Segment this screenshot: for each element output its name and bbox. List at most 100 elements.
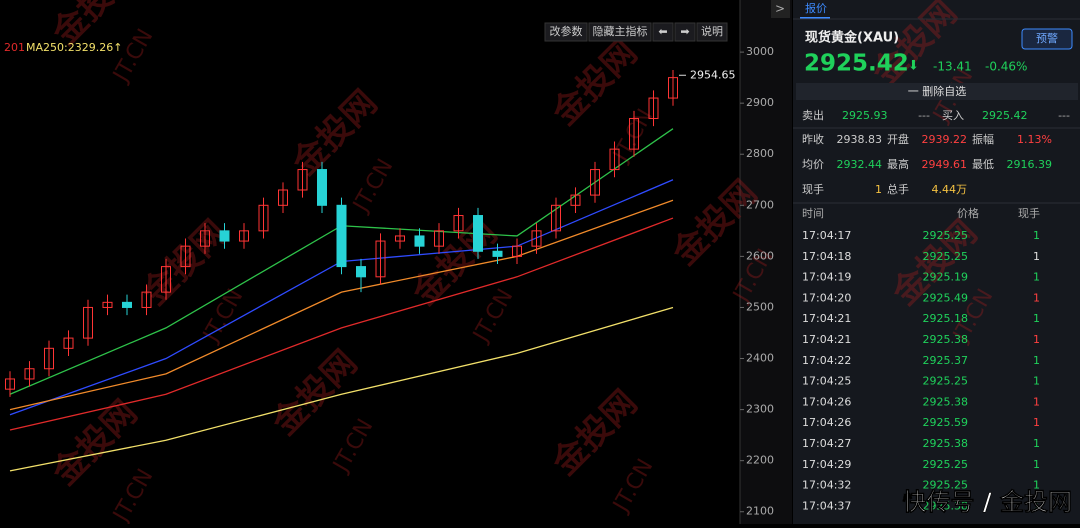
trade-time: 17:04:27 xyxy=(802,437,851,450)
remove-button[interactable] xyxy=(796,83,1078,100)
toolbar-button[interactable] xyxy=(544,22,588,42)
trade-time: 17:04:29 xyxy=(802,458,851,471)
stat-value: 1.13% xyxy=(1017,133,1052,146)
toolbar-label: 改参数 xyxy=(550,24,583,38)
candle-body xyxy=(512,245,522,257)
stat-label: 振幅 xyxy=(972,132,994,146)
trade-price: 2925.25 xyxy=(923,229,969,242)
stat-value: 2932.44 xyxy=(837,158,883,171)
y-tick-label: 2900 xyxy=(746,96,774,109)
trade-time: 17:04:22 xyxy=(802,354,851,367)
trade-qty: 1 xyxy=(1033,437,1040,450)
toolbar-label: 说明 xyxy=(701,24,723,38)
toolbar-button[interactable] xyxy=(696,22,728,42)
candle-body xyxy=(83,306,93,339)
collapse-button[interactable] xyxy=(771,0,790,18)
trade-price: 2925.37 xyxy=(923,354,969,367)
trade-qty: 1 xyxy=(1033,458,1040,471)
bidask-size: --- xyxy=(1058,109,1070,122)
trade-time: 17:04:18 xyxy=(802,250,851,263)
candle-body xyxy=(219,230,230,242)
candle-body xyxy=(590,169,600,196)
bidask-price: 2925.42 xyxy=(982,109,1028,122)
stat-value: 2939.22 xyxy=(922,133,968,146)
footer-watermark: 快传号 / 金投网 xyxy=(903,488,1072,516)
trade-price: 2925.25 xyxy=(923,250,969,263)
candle-body xyxy=(492,250,503,257)
candle-body xyxy=(473,215,483,252)
trade-header: 价格 xyxy=(957,206,979,220)
trade-price: 2925.25 xyxy=(923,375,969,388)
candle-body xyxy=(551,204,561,232)
toolbar-button[interactable] xyxy=(652,22,674,42)
trade-time: 17:04:17 xyxy=(802,229,851,242)
trade-time: 17:04:21 xyxy=(802,333,851,346)
trade-qty: 1 xyxy=(1033,250,1040,263)
ma-line xyxy=(9,199,674,411)
candle-body xyxy=(161,266,171,293)
trade-price: 2925.38 xyxy=(923,395,969,408)
candle-body xyxy=(200,230,210,247)
remove-label: 一 删除自选 xyxy=(908,84,967,98)
trade-qty: 1 xyxy=(1033,333,1040,346)
trade-time: 17:04:32 xyxy=(802,479,851,492)
trade-qty: 1 xyxy=(1033,479,1040,492)
stat-label: 现手 xyxy=(802,182,824,196)
y-tick-label: 2200 xyxy=(746,454,774,467)
bidask-size: --- xyxy=(918,109,930,122)
y-tick-label: 2500 xyxy=(746,300,774,313)
candle-body xyxy=(531,230,542,247)
candle-body xyxy=(356,266,366,278)
y-tick-label: 2400 xyxy=(746,352,774,365)
stat-label: 总手 xyxy=(887,182,909,196)
trade-qty: 1 xyxy=(1033,416,1040,429)
alert-label: 预警 xyxy=(1036,31,1058,45)
ma-label: MA250:2329.26↑ xyxy=(26,41,122,54)
chart-bg xyxy=(0,0,740,524)
y-tick-label: 2100 xyxy=(746,505,774,518)
stat-value: 1 xyxy=(875,183,882,196)
bidask-price: 2925.93 xyxy=(842,109,888,122)
arrow: ⬇ xyxy=(908,59,919,74)
trade-time: 17:04:26 xyxy=(802,395,851,408)
y-tick-label: 2600 xyxy=(746,249,774,262)
last-price-label: 2954.65 xyxy=(690,68,736,81)
ma-line xyxy=(9,306,674,472)
candle-body xyxy=(434,230,444,247)
y-tick-label: 3000 xyxy=(746,45,774,58)
candle-body xyxy=(122,301,132,308)
toolbar-button[interactable] xyxy=(674,22,696,42)
candle-body xyxy=(453,215,464,232)
candle-body xyxy=(570,194,581,206)
candle-body xyxy=(317,169,327,206)
candle-body xyxy=(102,301,113,308)
toolbar-label: 隐藏主指标 xyxy=(593,24,648,38)
toolbar-button[interactable] xyxy=(588,22,652,42)
price: 2925.42 xyxy=(804,51,909,77)
candle-body xyxy=(24,368,35,380)
alert-button[interactable] xyxy=(1021,28,1073,50)
candle-body xyxy=(414,235,425,247)
stat-label: 均价 xyxy=(802,158,824,171)
candle-body xyxy=(648,97,659,119)
stat-label: 昨收 xyxy=(802,132,824,146)
trade-qty: 1 xyxy=(1033,291,1040,304)
trade-price: 2925.59 xyxy=(923,416,969,429)
y-tick-label: 2300 xyxy=(746,403,774,416)
trade-time: 17:04:20 xyxy=(802,291,851,304)
instrument-name: 现货黄金(XAU) xyxy=(805,30,899,46)
candle-body xyxy=(180,245,191,268)
trade-price: 2925.25 xyxy=(923,458,969,471)
trade-price: 2925.19 xyxy=(923,271,969,284)
trade-qty: 1 xyxy=(1033,229,1040,242)
collapse-icon: > xyxy=(775,2,785,16)
trade-price: 2925.25 xyxy=(923,479,969,492)
stat-label: 开盘 xyxy=(887,132,909,146)
stat-value: 2938.83 xyxy=(837,133,883,146)
trade-price: 2925.38 xyxy=(923,437,969,450)
candle-body xyxy=(5,378,15,390)
stat-value: 2949.61 xyxy=(922,158,968,171)
trade-qty: 1 xyxy=(1033,499,1040,512)
candle-body xyxy=(297,169,308,191)
